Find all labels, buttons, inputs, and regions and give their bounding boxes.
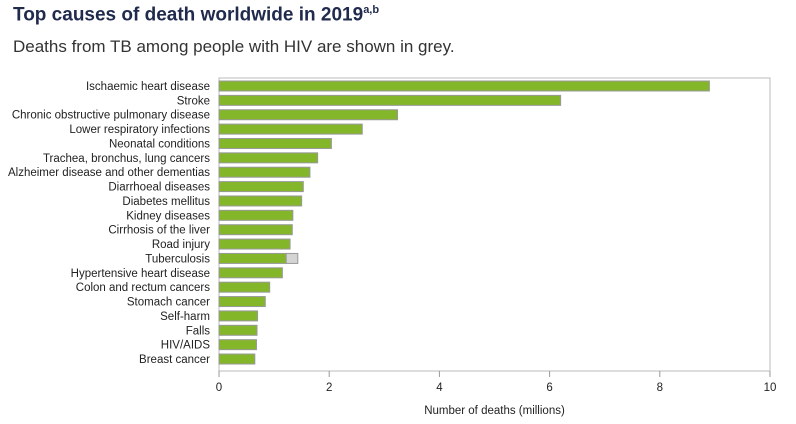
category-label: Kidney diseases — [126, 210, 210, 222]
category-label: Diarrhoeal diseases — [108, 182, 210, 194]
bar — [218, 238, 291, 250]
x-tick-label: 4 — [436, 382, 443, 394]
category-label: HIV/AIDS — [161, 340, 211, 352]
bar — [218, 137, 332, 149]
chart-title: Top causes of death worldwide in 2019a,b — [13, 4, 380, 26]
x-tick-label: 8 — [657, 382, 663, 394]
x-tick-label: 0 — [216, 382, 222, 394]
bar — [218, 339, 257, 351]
bar — [218, 281, 271, 293]
x-axis-label: Number of deaths (millions) — [424, 405, 565, 417]
bar — [218, 94, 562, 106]
category-label: Self-harm — [160, 311, 210, 323]
category-label: Alzheimer disease and other dementias — [8, 167, 210, 179]
bar — [218, 353, 256, 365]
category-label: Cirrhosis of the liver — [108, 225, 210, 237]
x-tick-label: 6 — [546, 382, 552, 394]
category-label: Trachea, bronchus, lung cancers — [43, 153, 210, 165]
category-label: Tuberculosis — [145, 253, 210, 265]
plot-frame — [218, 77, 771, 372]
x-tick-label: 10 — [764, 382, 777, 394]
category-label: Chronic obstructive pulmonary disease — [12, 110, 210, 122]
category-label: Road injury — [152, 239, 210, 251]
category-label: Ischaemic heart disease — [86, 81, 210, 93]
bar — [218, 195, 303, 207]
bar — [218, 267, 283, 279]
category-label: Colon and rectum cancers — [76, 282, 210, 294]
category-label: Hypertensive heart disease — [71, 268, 210, 280]
category-label: Neonatal conditions — [109, 138, 210, 150]
category-label: Stomach cancer — [127, 297, 210, 309]
chart-subtitle: Deaths from TB among people with HIV are… — [13, 37, 455, 56]
category-label: Stroke — [177, 95, 210, 107]
title-footnote: a,b — [363, 4, 380, 16]
bar — [218, 209, 294, 221]
category-label: Diabetes mellitus — [122, 196, 210, 208]
category-label: Breast cancer — [139, 354, 210, 366]
bar-tb-hiv — [285, 252, 299, 264]
bar — [218, 166, 311, 178]
bar — [218, 224, 293, 236]
bar — [218, 80, 710, 92]
bar — [218, 109, 399, 121]
bar — [218, 152, 319, 164]
bar — [218, 123, 363, 135]
bar — [218, 324, 258, 336]
x-tick-label: 2 — [326, 382, 332, 394]
category-label: Falls — [186, 325, 211, 337]
bar — [218, 310, 259, 322]
bar — [218, 252, 287, 264]
bar — [218, 181, 304, 193]
bar — [218, 296, 266, 308]
category-label: Lower respiratory infections — [69, 124, 210, 136]
